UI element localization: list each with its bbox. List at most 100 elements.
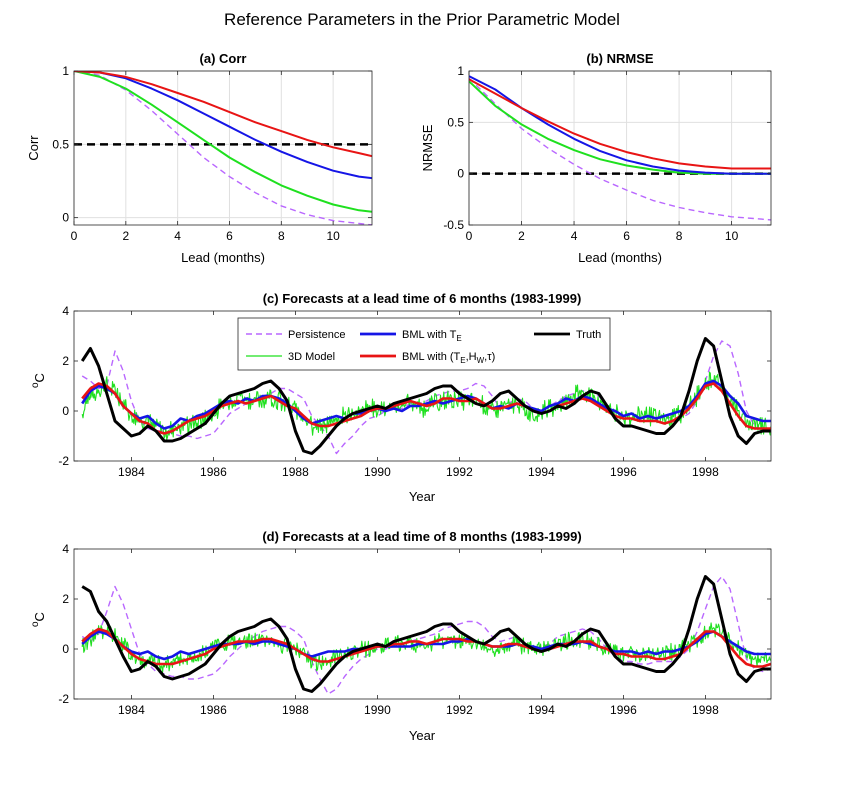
x-tick-label: 6 (226, 229, 233, 243)
panel-d-title: (d) Forecasts at a lead time of 8 months… (262, 529, 581, 544)
panel-d-ylabel-base: C (32, 612, 47, 621)
x-tick-label: 1988 (282, 703, 309, 717)
x-tick-label: 1984 (118, 465, 145, 479)
y-tick-label: 2 (62, 592, 69, 606)
legend-label-part: , (484, 351, 487, 363)
series-line-bml_te (81, 379, 771, 430)
y-tick-label: 0 (62, 642, 69, 656)
x-tick-label: 1996 (610, 465, 637, 479)
plot-background (74, 71, 372, 225)
x-tick-label: 8 (278, 229, 285, 243)
series-group (469, 75, 771, 221)
panel-a-title: (a) Corr (200, 51, 247, 66)
panel-a-ylabel: Corr (26, 135, 41, 161)
legend-label-part: τ (487, 351, 492, 363)
series-group (74, 71, 372, 225)
y-tick-label: -2 (58, 692, 69, 706)
legend-label-part: ) (492, 351, 496, 363)
panel-c-forecast-6m: (c) Forecasts at a lead time of 6 months… (30, 291, 772, 504)
panel-d-ylabel: oC (30, 612, 47, 627)
axes-frame (73, 310, 772, 462)
panel-d-plot-area: 1984 1986 1988 1990 1992 1994 1996 1998 -2 0 2 4 (58, 542, 772, 717)
x-tick-label: 1984 (118, 703, 145, 717)
x-tick-label: 1994 (528, 703, 555, 717)
legend-label-truth: Truth (576, 329, 601, 341)
series-line-model3d (74, 71, 372, 213)
x-tick-label: 1990 (364, 703, 391, 717)
x-tick-label: 0 (71, 229, 78, 243)
series-line-persistence (74, 71, 372, 225)
y-tick-label: -0.5 (443, 218, 464, 232)
x-tick-label: 1992 (446, 465, 473, 479)
y-tick-label: 1 (62, 64, 69, 78)
y-tick-label: 0 (457, 167, 464, 181)
legend-label-persistence: Persistence (288, 329, 345, 341)
x-tick-label: 10 (725, 229, 739, 243)
y-tick-label: 0.5 (52, 137, 69, 151)
axes-frame (468, 70, 772, 226)
legend-label-bml_te: BML with TE (402, 329, 462, 343)
legend-label-base: BML with T (402, 329, 457, 341)
legend-label-bml_full: BML with (TE,HW,τ) (402, 351, 495, 365)
axes-frame (73, 70, 373, 226)
series-group (80, 337, 771, 455)
y-tick-label: 1 (457, 64, 464, 78)
legend-label-part: BML with (T (402, 351, 461, 363)
legend-box (237, 317, 611, 371)
axes-frame (73, 548, 772, 700)
panel-a-xlabel: Lead (months) (181, 250, 265, 265)
y-tick-label: 0 (62, 211, 69, 225)
x-tick-label: 1994 (528, 465, 555, 479)
panel-c-ylabel-sup: o (30, 382, 41, 388)
y-tick-label: 0.5 (447, 115, 464, 129)
series-line-bml_full (469, 78, 771, 170)
series-line-persistence (469, 77, 771, 221)
x-tick-label: 4 (174, 229, 181, 243)
legend-label-part: E (460, 356, 465, 365)
x-tick-label: 2 (122, 229, 129, 243)
x-tick-label: 1988 (282, 465, 309, 479)
x-tick-label: 1998 (692, 465, 719, 479)
x-tick-label: 8 (676, 229, 683, 243)
x-tick-label: 1996 (610, 703, 637, 717)
x-tick-label: 1992 (446, 703, 473, 717)
series-line-truth (80, 337, 771, 455)
panel-c-xlabel: Year (409, 489, 436, 504)
panel-b-xlabel: Lead (months) (578, 250, 662, 265)
panel-c-title: (c) Forecasts at a lead time of 6 months… (263, 291, 582, 306)
legend-label-model3d: 3D Model (288, 351, 335, 363)
figure-title: Reference Parameters in the Prior Parame… (224, 10, 620, 29)
series-line-bml_full (81, 627, 771, 668)
y-tick-label: 4 (62, 542, 69, 556)
series-line-bml_full (81, 382, 771, 435)
x-tick-label: 10 (326, 229, 340, 243)
panel-a-corr: (a) Corr Lead (months) Corr 0 2 4 6 8 10 0 0.5 1 (26, 51, 373, 265)
panel-d-ylabel-sup: o (30, 621, 41, 627)
x-tick-label: 1986 (200, 465, 227, 479)
series-line-bml_full (74, 71, 372, 158)
panel-c-ylabel: oC (30, 373, 47, 388)
x-tick-label: 6 (623, 229, 630, 243)
series-line-persistence (81, 340, 771, 455)
x-tick-label: 2 (518, 229, 525, 243)
x-tick-label: 1990 (364, 465, 391, 479)
panel-a-plot-area: 0 2 4 6 8 10 0 0.5 1 (52, 64, 373, 243)
y-tick-label: -2 (58, 454, 69, 468)
panel-b-nrmse: (b) NRMSE Lead (months) NRMSE 0 2 4 6 8 10-0.… (420, 51, 772, 265)
series-line-model3d (81, 371, 771, 441)
y-tick-label: 4 (62, 304, 69, 318)
legend-label-part: W (477, 356, 485, 365)
legend-label-sub: E (456, 334, 461, 343)
panel-d-forecast-8m: (d) Forecasts at a lead time of 8 months… (30, 529, 772, 743)
panel-b-ylabel: NRMSE (420, 124, 435, 171)
legend-label-part: ,H (466, 351, 477, 363)
series-line-bml_te (74, 71, 372, 180)
x-tick-label: 1986 (200, 703, 227, 717)
x-tick-label: 4 (571, 229, 578, 243)
panel-b-plot-area: 0 2 4 6 8 10-0.500.51 (443, 64, 772, 243)
series-line-truth (81, 575, 771, 693)
y-tick-label: 2 (62, 354, 69, 368)
y-tick-label: 0 (62, 404, 69, 418)
